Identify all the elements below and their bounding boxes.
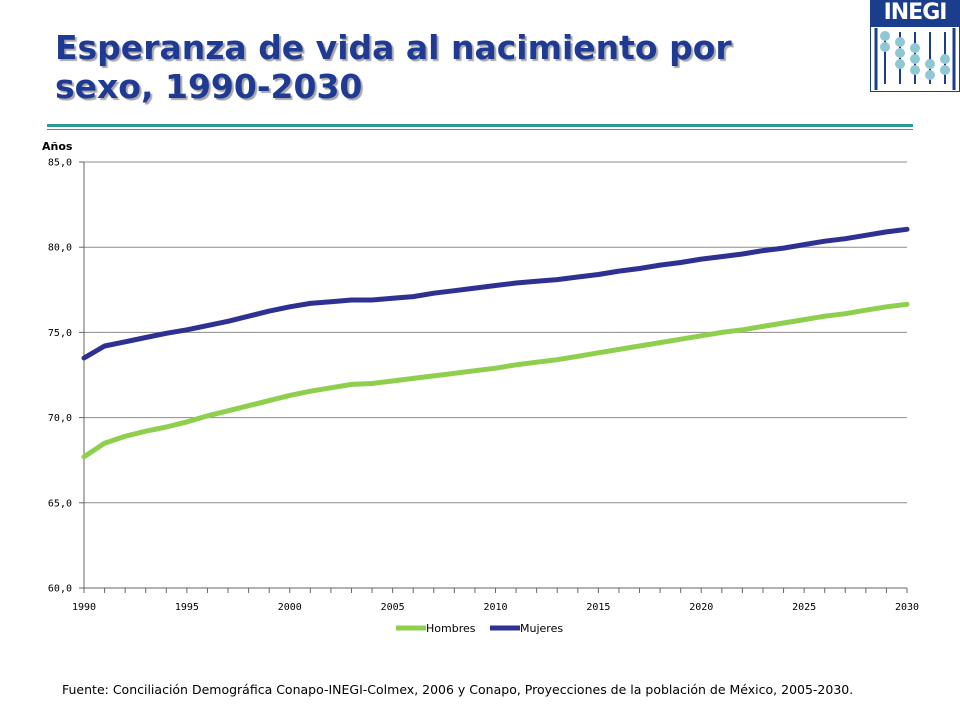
- x-tick-label: 2005: [381, 602, 405, 613]
- x-axis-ticks: 1990 1995 2000 2005 2010 2015 2020 2025 2030: [72, 588, 919, 613]
- page-title: Esperanza de vida al nacimiento por sexo…: [55, 28, 732, 106]
- source-note: Fuente: Conciliación Demográfica Conapo-…: [62, 682, 854, 697]
- abacus-icon: [870, 26, 960, 92]
- y-axis-title: Años: [42, 140, 73, 153]
- y-tick-label: 70,0: [48, 413, 72, 424]
- series-line-mujeres: [81, 226, 910, 361]
- y-tick-label: 75,0: [48, 328, 72, 339]
- x-tick-label: 2030: [895, 602, 919, 613]
- x-tick-label: 1990: [72, 602, 96, 613]
- logo-text: INEGI: [870, 0, 960, 26]
- y-tick-label: 60,0: [48, 584, 72, 595]
- x-tick-label: 2010: [483, 602, 507, 613]
- title-divider-thin: [47, 129, 913, 130]
- series-lines: [81, 226, 910, 460]
- inegi-logo: INEGI: [870, 0, 960, 92]
- legend-label: Hombres: [426, 622, 476, 635]
- title-divider: [47, 124, 913, 127]
- series-line-hombres: [81, 301, 910, 460]
- legend-label: Mujeres: [520, 622, 563, 635]
- x-tick-label: 2000: [278, 602, 302, 613]
- x-tick-label: 2015: [586, 602, 610, 613]
- life-expectancy-chart: Años 60,0 65,0 70,0 75,0 80,0 85,0 1990 1995 20…: [42, 140, 919, 635]
- x-tick-label: 2025: [792, 602, 816, 613]
- legend: Hombres Mujeres: [396, 622, 563, 635]
- y-tick-label: 85,0: [48, 158, 72, 169]
- x-tick-label: 1995: [175, 602, 199, 613]
- gridlines: [83, 161, 907, 589]
- y-axis-ticks: 60,0 65,0 70,0 75,0 80,0 85,0: [48, 158, 84, 595]
- x-tick-label: 2020: [689, 602, 713, 613]
- y-tick-label: 65,0: [48, 498, 72, 509]
- y-tick-label: 80,0: [48, 243, 72, 254]
